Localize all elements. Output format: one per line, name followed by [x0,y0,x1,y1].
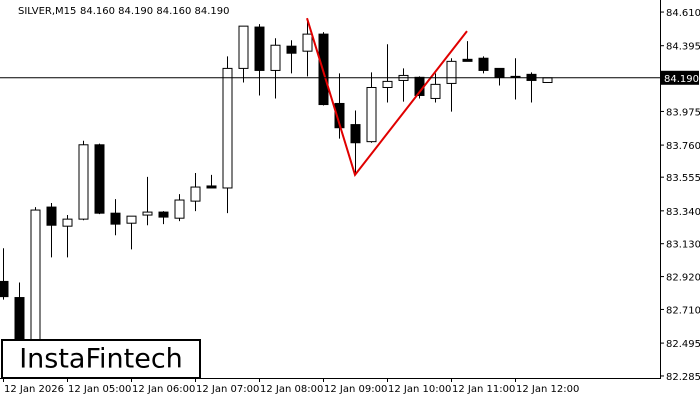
price-label: 84.190 [664,74,699,85]
candle-body [110,212,121,225]
candle-body [62,218,73,227]
watermark-box [1,339,201,379]
candle-body [334,102,345,129]
x-tick-label: 12 Jan 10:00 [388,384,451,395]
y-tick-label: 82.285 [666,372,700,383]
ohlc-readout: 84.160 84.190 84.160 84.190 [80,6,230,17]
candle-body [174,199,185,219]
y-tick-label: 84.610 [666,8,700,19]
candle-body [302,33,313,52]
candle-body [430,83,441,99]
candle-body [494,67,505,78]
x-tick-label: 12 Jan 08:00 [260,384,323,395]
y-tick-label: 82.920 [666,273,700,284]
candle-body [478,57,489,71]
candle-body [190,186,201,202]
candle-body [542,77,553,83]
x-tick-label: 12 Jan 09:00 [324,384,387,395]
x-tick-label: 12 Jan 2026 [4,384,64,395]
candle-body [142,211,153,216]
y-tick-label: 83.760 [666,141,700,152]
candle-body [158,211,169,218]
x-tick-label: 12 Jan 06:00 [132,384,195,395]
candle-body [446,60,457,84]
y-tick-label: 83.975 [666,107,700,118]
candle-body [222,67,233,189]
candle-body [366,86,377,143]
x-tick-label: 12 Jan 05:00 [68,384,131,395]
candle-body [270,44,281,71]
candle-body [126,215,137,224]
candle-body [78,144,89,220]
y-tick-label: 83.340 [666,207,700,218]
candle-body [382,80,393,88]
x-tick-label: 12 Jan 12:00 [516,384,579,395]
price-label-box [661,70,699,85]
candle-body [94,144,105,214]
y-tick-label: 83.555 [666,173,700,184]
x-tick-label: 12 Jan 07:00 [196,384,259,395]
candle-body [350,124,361,144]
watermark: InstaFintech [19,344,183,375]
pattern-line [306,17,468,177]
candle-body [254,26,265,71]
y-tick-label: 83.130 [666,240,700,251]
x-tick-label: 12 Jan 11:00 [452,384,515,395]
y-tick-label: 82.495 [666,339,700,350]
candle-body [206,185,217,189]
y-tick-label: 84.395 [666,42,700,53]
candle-body [0,280,9,298]
y-tick-label: 82.710 [666,305,700,316]
candle-body [286,45,297,54]
candle-body [238,25,249,69]
candle-body [462,58,473,62]
chart-title: SILVER,M15 [18,6,76,17]
candle-body [46,206,57,226]
candle-body [510,75,521,78]
